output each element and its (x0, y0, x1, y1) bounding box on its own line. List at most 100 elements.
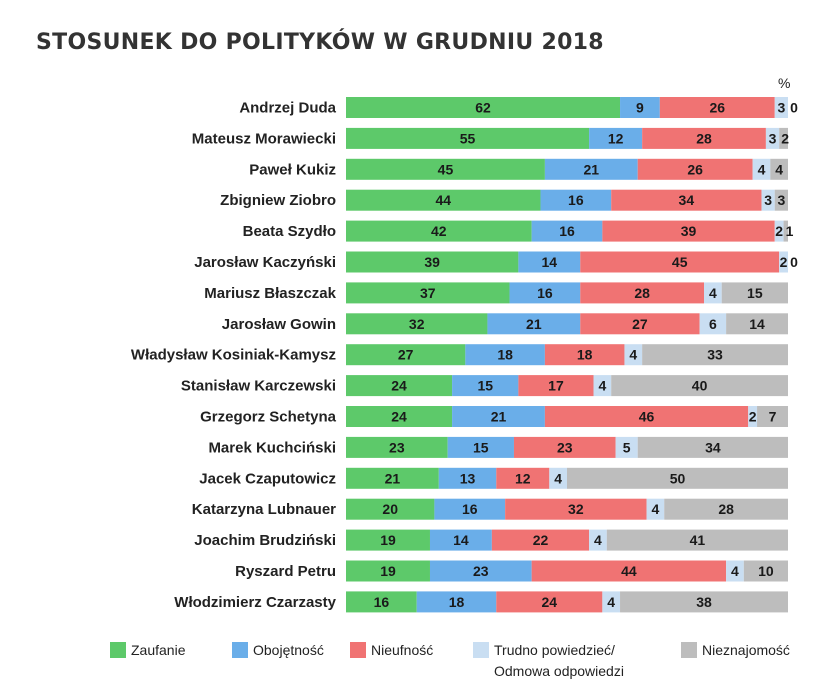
value-label: 21 (584, 161, 600, 177)
category-label: Mariusz Błaszczak (204, 285, 336, 302)
legend-item: Nieufność (350, 642, 433, 658)
bar-row: Marek Kuchciński 23 15 23 5 34 (208, 436, 788, 458)
legend-swatch (681, 642, 697, 658)
value-label: 0 (790, 254, 798, 270)
value-label: 32 (568, 501, 584, 517)
bar-row: Beata Szydło 42 16 39 2 1 (243, 220, 794, 242)
value-label: 2 (781, 130, 789, 146)
bar-segment-obojetnosc (518, 251, 581, 273)
value-label: 34 (679, 192, 695, 208)
bar-row: Mateusz Morawiecki 55 12 28 3 2 (192, 127, 789, 149)
legend-label: Nieznajomość (702, 642, 790, 658)
value-label: 14 (749, 316, 765, 332)
value-label: 4 (758, 161, 766, 177)
bar-segment-nieznajomosc (567, 467, 788, 489)
bar-row: Grzegorz Schetyna 24 21 46 2 7 (200, 406, 788, 427)
bar-segment-zaufanie (346, 591, 417, 613)
value-label: 13 (460, 470, 476, 486)
value-label: 17 (548, 378, 564, 394)
value-label: 45 (438, 161, 454, 177)
category-label: Mateusz Morawiecki (192, 130, 336, 147)
legend-item: Nieznajomość (681, 642, 790, 658)
bar-segment-trudno (774, 220, 784, 242)
value-label: 21 (491, 409, 507, 425)
bar-segment-trudno (748, 406, 758, 427)
value-label: 3 (777, 100, 785, 116)
value-label: 44 (621, 563, 637, 579)
value-label: 6 (709, 316, 717, 332)
value-label: 45 (672, 254, 688, 270)
legend-item: Zaufanie (110, 642, 186, 658)
bar-segment-nieufnosc (518, 375, 594, 397)
value-label: 23 (473, 563, 489, 579)
bar-segment-obojetnosc (438, 467, 497, 489)
value-label: 38 (696, 594, 712, 610)
bar-segment-nieznajomosc (770, 158, 788, 180)
legend-item: Trudno powiedzieć/Odmowa odpowiedzi (473, 642, 624, 679)
bar-segment-nieznajomosc (637, 436, 788, 458)
category-label: Władysław Kosiniak-Kamysz (131, 347, 336, 364)
value-label: 16 (537, 285, 553, 301)
value-label: 4 (652, 501, 660, 517)
bar-segment-nieznajomosc (783, 220, 788, 242)
bar-segment-zaufanie (346, 498, 435, 520)
value-label: 18 (449, 594, 465, 610)
value-label: 28 (696, 130, 712, 146)
bar-segment-trudno (593, 375, 612, 397)
bar-segment-zaufanie (346, 467, 439, 489)
value-label: 2 (775, 223, 783, 239)
value-label: 2 (780, 254, 788, 270)
bar-segment-trudno (761, 189, 775, 211)
value-label: 16 (568, 192, 584, 208)
value-label: 10 (758, 563, 774, 579)
value-label: 55 (460, 130, 476, 146)
bar-row: Ryszard Petru 19 23 44 4 10 (235, 560, 788, 582)
value-label: 3 (764, 192, 772, 208)
bar-segment-trudno (549, 467, 567, 489)
value-label: 21 (526, 316, 542, 332)
bar-segment-obojetnosc (416, 591, 497, 613)
bar-segment-obojetnosc (540, 189, 612, 211)
value-label: 26 (687, 161, 703, 177)
bar-segment-nieufnosc (531, 560, 727, 582)
bar-segment-trudno (726, 560, 744, 582)
bar-segment-zaufanie (346, 436, 448, 458)
legend-label: Zaufanie (131, 642, 186, 658)
value-label: 14 (542, 254, 558, 270)
value-label: 18 (577, 347, 593, 363)
bar-segment-nieufnosc (580, 313, 700, 335)
bar-segment-trudno (699, 313, 727, 335)
bar-segment-trudno (779, 251, 788, 273)
value-label: 46 (639, 409, 655, 425)
bar-segment-obojetnosc (452, 406, 545, 427)
bar-segment-nieufnosc (496, 467, 550, 489)
bar-row: Władysław Kosiniak-Kamysz 27 18 18 4 33 (131, 344, 788, 366)
category-label: Beata Szydło (243, 223, 336, 240)
bar-row: Stanisław Karczewski 24 15 17 4 40 (181, 375, 788, 397)
value-label: 16 (462, 501, 478, 517)
value-label: 16 (559, 223, 575, 239)
bar-segment-zaufanie (346, 529, 430, 551)
value-label: 15 (473, 439, 489, 455)
value-label: 24 (542, 594, 558, 610)
bar-segment-obojetnosc (434, 498, 506, 520)
category-label: Marek Kuchciński (208, 439, 336, 456)
value-label: 28 (718, 501, 734, 517)
bar-row: Katarzyna Lubnauer 20 16 32 4 28 (192, 498, 788, 520)
category-label: Paweł Kukiz (249, 161, 336, 178)
value-label: 41 (690, 532, 706, 548)
value-label: 26 (709, 100, 725, 116)
bar-segment-obojetnosc (429, 560, 532, 582)
bar-segment-obojetnosc (531, 220, 603, 242)
bar-segment-zaufanie (346, 313, 488, 335)
legend-label: Nieufność (371, 642, 433, 658)
bar-segment-nieznajomosc (757, 406, 788, 427)
bar-segment-trudno (624, 344, 643, 366)
bar-segment-nieufnosc (491, 529, 590, 551)
value-label: 16 (374, 594, 390, 610)
bar-row: Jacek Czaputowicz 21 13 12 4 50 (199, 467, 788, 489)
bar-segment-nieznajomosc (779, 127, 788, 149)
legend-swatch (232, 642, 248, 658)
bar-segment-obojetnosc (620, 97, 660, 118)
value-label: 14 (453, 532, 469, 548)
